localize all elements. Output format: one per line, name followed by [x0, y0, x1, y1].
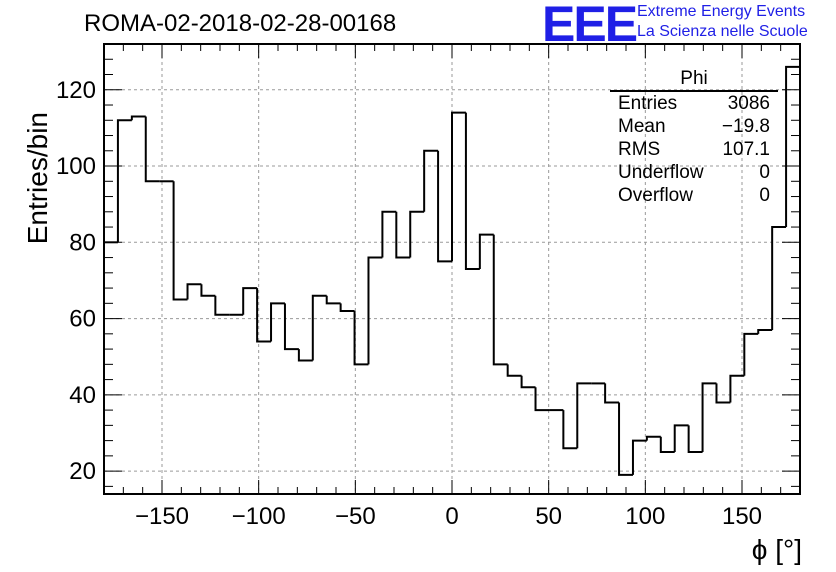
stats-row-rms: RMS 107.1 — [610, 138, 778, 161]
y-tick-label: 40 — [69, 382, 96, 409]
histogram-bin — [645, 435, 661, 441]
histogram-bin — [242, 287, 258, 315]
histogram-bin — [214, 295, 230, 316]
stats-value: 107.1 — [722, 139, 770, 160]
stats-row-underflow: Underflow 0 — [610, 161, 778, 184]
histogram-bin — [451, 111, 466, 262]
histogram-bin — [130, 115, 146, 121]
stats-label: Overflow — [618, 185, 693, 206]
stats-label: Underflow — [618, 162, 704, 183]
histogram-bin — [186, 283, 202, 300]
logo-line-1: Extreme Energy Events — [637, 3, 806, 20]
y-tick-label: 20 — [69, 458, 96, 485]
histogram-bin — [423, 149, 439, 212]
x-tick-label: 0 — [445, 503, 458, 530]
histogram-bin — [437, 150, 452, 263]
stats-box: Phi Entries 3086 Mean −19.8 RMS 107.1 Un… — [610, 68, 778, 207]
histogram-bin — [604, 383, 620, 404]
tick-labels: −150 −100 −50 0 50 100 150 20 40 60 80 100 120 — [56, 77, 762, 530]
histogram-bin — [757, 329, 773, 334]
histogram-bin — [172, 181, 188, 301]
histogram-bin — [478, 233, 494, 269]
x-tick-label: −150 — [135, 503, 189, 530]
histogram-bin — [701, 382, 717, 453]
histogram-bin — [395, 211, 411, 259]
histogram-bin — [339, 303, 355, 312]
histogram-bin — [492, 234, 508, 366]
stats-value: −19.8 — [721, 116, 770, 137]
histogram-bin — [353, 310, 369, 366]
stats-value: 3086 — [727, 93, 770, 114]
x-tick-label: −100 — [232, 503, 286, 530]
y-tick-label: 80 — [69, 229, 96, 256]
histogram-bin — [687, 425, 703, 454]
y-tick-label: 100 — [56, 153, 96, 180]
histogram-bin — [576, 382, 592, 449]
y-tick-label: 120 — [56, 77, 96, 104]
histogram-bin — [631, 439, 647, 475]
histogram-bin — [618, 402, 633, 476]
histogram-bins — [104, 65, 800, 476]
histogram-bin — [367, 256, 383, 365]
histogram-bin — [116, 119, 132, 243]
histogram-bin — [673, 424, 689, 453]
histogram-bin — [200, 284, 216, 297]
stats-label: RMS — [618, 139, 661, 160]
histogram-bin — [311, 294, 327, 361]
x-tick-label: −50 — [335, 503, 376, 530]
eee-logo-mark: EEE — [542, 0, 638, 52]
histogram-bin — [743, 332, 759, 376]
y-axis-label: Entries/bin — [22, 112, 53, 245]
y-tick-label: 60 — [69, 306, 96, 333]
histogram-bin — [409, 210, 425, 258]
histogram-bin — [534, 387, 550, 412]
chart-title: ROMA-02-2018-02-28-00168 — [84, 10, 397, 37]
stats-row-overflow: Overflow 0 — [610, 184, 778, 207]
stats-row-entries: Entries 3086 — [610, 92, 778, 115]
stats-row-mean: Mean −19.8 — [610, 115, 778, 138]
histogram-bin — [785, 65, 800, 228]
histogram-bin — [270, 302, 285, 342]
stats-label: Mean — [618, 116, 666, 137]
stats-label: Entries — [618, 93, 678, 114]
x-axis-label: ϕ [°] — [751, 534, 802, 565]
histogram-bin — [144, 116, 160, 183]
logo-line-2: La Scienza nelle Scuole — [637, 23, 808, 40]
histogram-bin — [381, 210, 397, 258]
x-tick-label: 100 — [625, 503, 665, 530]
histogram-bin — [283, 303, 299, 351]
stats-box-name: Phi — [610, 68, 778, 92]
histogram-bin — [520, 375, 536, 389]
histogram-bin — [715, 383, 731, 404]
histogram-bin — [729, 374, 745, 403]
logo-text: Extreme Energy Events La Scienza nelle S… — [637, 2, 808, 42]
histogram-bin — [771, 226, 787, 331]
histogram-bin — [506, 364, 522, 377]
histogram-bin — [325, 295, 341, 305]
plot-frame — [103, 43, 801, 495]
histogram-bin — [562, 410, 578, 450]
histogram-bin — [464, 112, 480, 270]
histogram-bin — [256, 288, 272, 343]
histogram-bin — [659, 436, 675, 454]
histogram-bin — [297, 349, 313, 362]
stats-value: 0 — [759, 162, 770, 183]
stats-value: 0 — [759, 185, 770, 206]
x-tick-label: 50 — [535, 503, 562, 530]
x-tick-label: 150 — [722, 503, 762, 530]
